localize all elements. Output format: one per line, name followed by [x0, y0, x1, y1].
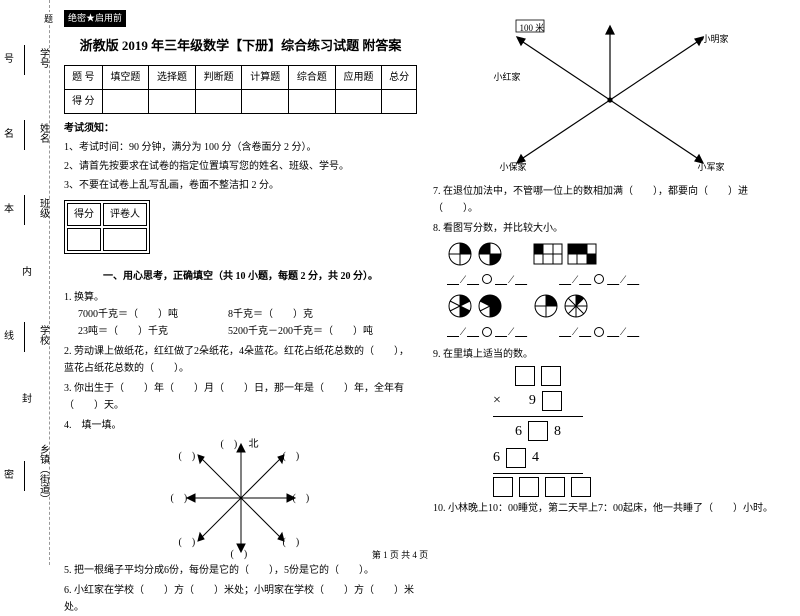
- exam-title: 浙教版 2019 年三年级数学【下册】综合练习试题 附答案: [64, 35, 417, 57]
- q-label: 4. 填一填。: [64, 420, 122, 431]
- circle-sixths-icon: [447, 293, 473, 319]
- table-row: 题 号 填空题 选择题 判断题 计算题 综合题 应用题 总分: [65, 66, 417, 90]
- q-label: 1. 换算。: [64, 289, 417, 306]
- circle-eighths-icon: [563, 293, 589, 319]
- marker-scorebox: 得分评卷人: [64, 200, 150, 254]
- circle-quarters-icon: [533, 293, 559, 319]
- direction-map: 100 米 小明家 小红家 小保家 小军家: [480, 10, 740, 180]
- digit: 8: [554, 420, 561, 444]
- bind-slot-xuehao: 学号号: [0, 41, 52, 75]
- mult-row: [493, 366, 786, 386]
- frac-set: [447, 241, 503, 267]
- grid-3x2-icon: [567, 243, 597, 265]
- map-label: 小红家: [494, 70, 521, 85]
- map-label: 小明家: [702, 32, 729, 47]
- rule-line: [493, 416, 583, 417]
- digit: 6: [515, 420, 522, 444]
- th: 题 号: [65, 66, 103, 90]
- blank: ( ): [221, 436, 238, 453]
- q9: 9. 在里填上适当的数。: [433, 346, 786, 363]
- q8: 8. 看图写分数，并比较大小。: [433, 220, 786, 237]
- times-sign: ×: [493, 389, 501, 413]
- th: 计算题: [242, 66, 289, 90]
- compass-diagram: 北 ( ) ( ) ( ) ( ) ( ) ( ) ( ) ( ): [171, 438, 311, 558]
- secret-label: 绝密★启用前: [64, 10, 126, 27]
- mult-row: 64: [493, 446, 786, 470]
- q4: 4. 填一填。: [64, 417, 417, 558]
- th: 判断题: [195, 66, 242, 90]
- north-label: 北: [249, 436, 259, 453]
- q-line: 23吨＝（ ）千克 5200千克－200千克＝（ ）吨: [64, 323, 417, 340]
- q3: 3. 你出生于（ ）年（ ）月（ ）日，那一年是（ ）年，全年有（ ）天。: [64, 380, 417, 414]
- th: 总分: [382, 66, 417, 90]
- fraction-row-2: [447, 293, 786, 319]
- blank: ( ): [171, 490, 188, 507]
- td: 得分: [67, 203, 101, 226]
- map-label: 100 米: [520, 21, 545, 36]
- rule-line: [493, 473, 583, 474]
- q10: 10. 小林晚上10：00睡觉，第二天早上7：00起床，他一共睡了（ ）小时。: [433, 500, 786, 517]
- th: 填空题: [102, 66, 149, 90]
- score-table: 题 号 填空题 选择题 判断题 计算题 综合题 应用题 总分 得 分: [64, 65, 417, 114]
- q-line: 7000千克＝（ ）吨 8千克＝（ ）克: [64, 306, 417, 323]
- fraction-row-1: [447, 241, 786, 267]
- td: 得 分: [65, 90, 103, 114]
- blank: ( ): [283, 448, 300, 465]
- map-svg: [480, 10, 740, 180]
- q2: 2. 劳动课上做纸花，红红做了2朵纸花，4朵蓝花。红花占纸花总数的（ ），蓝花占…: [64, 343, 417, 377]
- blank: ( ): [293, 490, 310, 507]
- frac-blank: ⁄ ⁄: [447, 269, 527, 289]
- notice-block: 考试须知： 1、考试时间：90 分钟，满分为 100 分（含卷面分 2 分）。 …: [64, 120, 417, 194]
- left-column: 绝密★启用前 浙教版 2019 年三年级数学【下册】综合练习试题 附答案 题 号…: [56, 10, 425, 565]
- bind-slot-xuexiao: 学校线: [0, 318, 52, 352]
- multiplication-problem: ×9 68 64: [493, 366, 786, 497]
- mult-row: 68: [493, 420, 786, 444]
- bind-slot-xingming: 姓名名: [0, 116, 52, 150]
- table-row: 得 分: [65, 90, 417, 114]
- map-label: 小保家: [500, 160, 527, 175]
- compare-row-1: ⁄ ⁄ ⁄ ⁄: [447, 269, 786, 289]
- content-area: 绝密★启用前 浙教版 2019 年三年级数学【下册】综合练习试题 附答案 题 号…: [50, 0, 800, 565]
- frac-set: [447, 293, 503, 319]
- section-1-title: 一、用心思考，正确填空（共 10 小题，每题 2 分，共 20 分）。: [64, 268, 417, 285]
- notice-heading: 考试须知：: [64, 120, 417, 137]
- digit: 4: [532, 446, 539, 470]
- page-footer: 第 1 页 共 4 页: [0, 548, 800, 561]
- digit: 9: [529, 389, 536, 413]
- th: 应用题: [335, 66, 382, 90]
- frac-set: [533, 241, 597, 267]
- td: 评卷人: [103, 203, 147, 226]
- circle-quarters-icon: [447, 241, 473, 267]
- notice-item: 3、不要在试卷上乱写乱画，卷面不整洁扣 2 分。: [64, 177, 417, 194]
- notice-item: 2、请首先按要求在试卷的指定位置填写您的姓名、班级、学号。: [64, 158, 417, 175]
- right-column: 100 米 小明家 小红家 小保家 小军家 7. 在退位加法中，不管哪一位上的数…: [425, 10, 794, 565]
- map-label: 小军家: [698, 160, 725, 175]
- frac-blank: ⁄ ⁄: [447, 321, 527, 341]
- q6: 6. 小红家在学校（ ）方（ ）米处；小明家在学校（ ）方（ ）米处。: [64, 582, 417, 616]
- circle-sixths-icon: [477, 293, 503, 319]
- mult-row: ×9: [493, 389, 786, 413]
- exam-page: 学号号 姓名名 班级本 内 学校线 封 乡镇（街道）密 题 绝密★启用前 浙教版…: [0, 0, 800, 565]
- frac-blank: ⁄ ⁄: [559, 269, 639, 289]
- bind-slot-banji: 班级本: [0, 191, 52, 225]
- digit: 6: [493, 446, 500, 470]
- frac-blank: ⁄ ⁄: [559, 321, 639, 341]
- frac-set: [533, 293, 589, 319]
- mult-row: [493, 477, 786, 497]
- blank: ( ): [179, 448, 196, 465]
- q1: 1. 换算。 7000千克＝（ ）吨 8千克＝（ ）克 23吨＝（ ）千克 52…: [64, 289, 417, 340]
- bind-slot-nei: 内: [16, 266, 34, 276]
- th: 综合题: [289, 66, 336, 90]
- fold-label: 题: [42, 12, 55, 25]
- th: 选择题: [149, 66, 196, 90]
- binding-column: 学号号 姓名名 班级本 内 学校线 封 乡镇（街道）密 题: [0, 0, 50, 565]
- circle-quarters-icon: [477, 241, 503, 267]
- notice-item: 1、考试时间：90 分钟，满分为 100 分（含卷面分 2 分）。: [64, 139, 417, 156]
- compare-row-2: ⁄ ⁄ ⁄ ⁄: [447, 321, 786, 341]
- bind-slot-feng: 封: [16, 393, 34, 403]
- bind-slot-xiangzhen: 乡镇（街道）密: [0, 444, 52, 504]
- grid-3x2-icon: [533, 243, 563, 265]
- q7: 7. 在退位加法中，不管哪一位上的数相加满（ ），都要向（ ）进（ ）。: [433, 183, 786, 217]
